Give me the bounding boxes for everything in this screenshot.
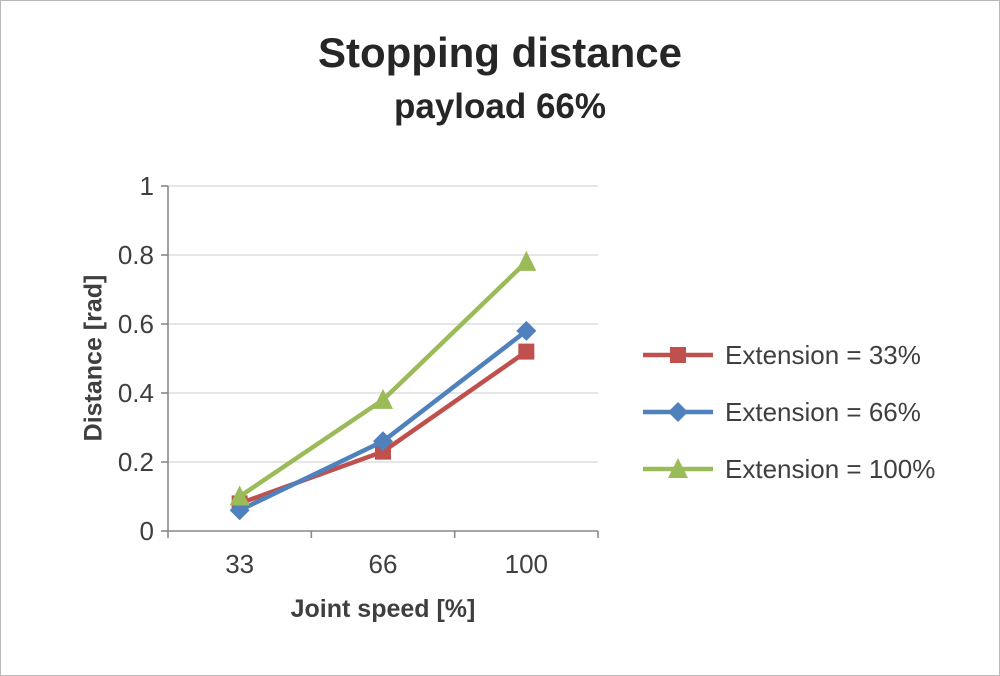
y-tick-label: 0.6	[118, 309, 154, 339]
diamond-marker	[668, 402, 688, 422]
x-tick-label: 66	[369, 549, 398, 579]
y-tick-label: 0	[140, 516, 154, 546]
legend: Extension = 33% Extension = 66% Extension …	[641, 335, 935, 489]
legend-label: Extension = 33%	[725, 339, 921, 370]
legend-item: Extension = 100%	[641, 449, 935, 489]
chart-subtitle: payload 66%	[393, 87, 607, 126]
legend-label: Extension = 100%	[725, 453, 936, 484]
triangle-marker	[516, 250, 537, 271]
triangle-marker	[668, 458, 688, 478]
diamond-legend-icon	[643, 402, 713, 422]
y-tick-label: 0.8	[118, 240, 154, 270]
y-axis-title: Distance [rad]	[79, 274, 108, 442]
square-marker	[518, 343, 535, 360]
y-tick-label: 1	[140, 171, 154, 201]
x-axis-title: Joint speed [%]	[290, 595, 476, 623]
y-tick-label: 0.2	[118, 447, 154, 477]
square-marker	[670, 347, 686, 363]
triangle-marker	[229, 485, 250, 506]
square-marker	[375, 443, 391, 460]
legend-item: Extension = 66%	[641, 392, 935, 432]
legend-label: Extension = 66%	[725, 396, 921, 427]
triangle-marker	[373, 388, 393, 409]
square-legend-icon	[643, 347, 713, 363]
x-tick-label: 100	[505, 549, 548, 579]
legend-item: Extension = 33%	[641, 335, 935, 375]
x-tick-label: 33	[225, 549, 254, 579]
series-line	[237, 349, 529, 506]
diamond-marker	[373, 431, 393, 452]
diamond-marker	[516, 320, 537, 341]
chart-title: Stopping distance	[317, 29, 682, 76]
series-line	[237, 328, 529, 513]
y-tick-label: 0.4	[118, 378, 154, 408]
triangle-legend-icon	[643, 458, 713, 478]
